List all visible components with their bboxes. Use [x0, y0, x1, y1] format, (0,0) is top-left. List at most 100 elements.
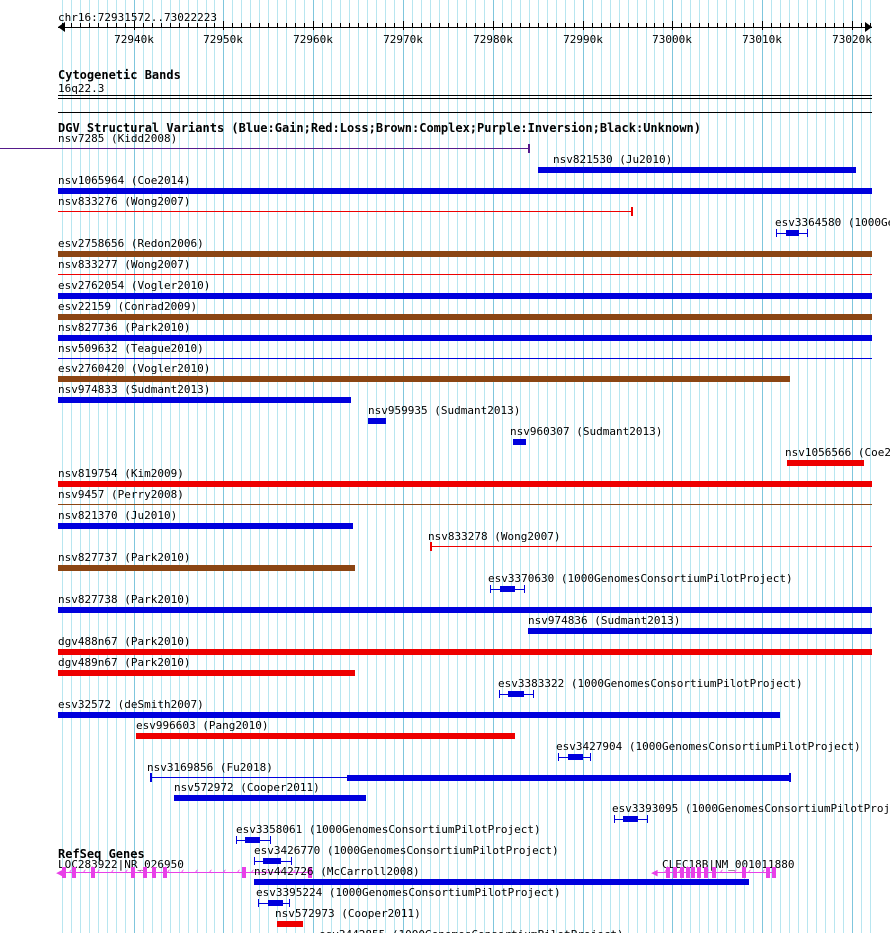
variant-track[interactable]: esv32572 (deSmith2007) [0, 699, 890, 720]
variant-track[interactable]: nsv974833 (Sudmant2013) [0, 384, 890, 405]
gene-exon[interactable] [691, 867, 695, 878]
variant-track[interactable]: nsv833276 (Wong2007) [0, 196, 890, 217]
variant-bar[interactable] [58, 670, 355, 676]
gene-exon[interactable] [704, 867, 708, 878]
variant-bar[interactable] [528, 628, 872, 634]
variant-bar[interactable] [58, 607, 872, 613]
gene-exon[interactable] [697, 867, 701, 878]
variant-track[interactable]: esv3442855 (1000GenomesConsortiumPilotPr… [0, 929, 890, 933]
variant-track[interactable]: nsv1056566 (Coe20 [0, 447, 890, 468]
variant-track[interactable]: dgv489n67 (Park2010) [0, 657, 890, 678]
variant-bar[interactable] [538, 167, 856, 173]
cytogenetic-band-value[interactable]: 16q22.3 [58, 82, 105, 95]
variant-track[interactable]: esv2762054 (Vogler2010) [0, 280, 890, 301]
variant-track[interactable]: esv3364580 (1000Gen [0, 217, 890, 238]
gene-exon[interactable] [152, 867, 156, 878]
gene-exon[interactable] [680, 867, 684, 878]
variant-bar[interactable] [277, 921, 303, 927]
variant-track[interactable]: nsv572972 (Cooper2011) [0, 782, 890, 803]
variant-track[interactable]: esv3426770 (1000GenomesConsortiumPilotPr… [0, 845, 890, 866]
variant-bar[interactable] [58, 481, 872, 487]
variant-bar[interactable] [58, 565, 355, 571]
variant-track[interactable]: esv22159 (Conrad2009) [0, 301, 890, 322]
variant-track[interactable]: nsv572973 (Cooper2011) [0, 908, 890, 929]
gene-model[interactable]: CLEC18B|NM_001011880◀‹‹‹‹‹‹‹‹ [651, 858, 794, 881]
variant-bar-thin[interactable] [150, 777, 347, 778]
gene-exon[interactable] [143, 867, 147, 878]
variant-barbell[interactable] [236, 836, 271, 844]
variant-track[interactable]: nsv960307 (Sudmant2013) [0, 426, 890, 447]
variant-track[interactable]: nsv3169856 (Fu2018) [0, 762, 890, 783]
variant-bar[interactable] [58, 211, 633, 212]
variant-bar[interactable] [58, 274, 872, 275]
variant-bar[interactable] [0, 148, 530, 149]
gene-exon[interactable] [686, 867, 690, 878]
gene-exon[interactable] [712, 867, 716, 878]
variant-bar[interactable] [136, 733, 515, 739]
variant-track[interactable]: esv3370630 (1000GenomesConsortiumPilotPr… [0, 573, 890, 594]
gene-exon[interactable] [62, 867, 66, 878]
variant-track[interactable]: esv3383322 (1000GenomesConsortiumPilotPr… [0, 678, 890, 699]
variant-bar[interactable] [430, 546, 872, 547]
gene-exon[interactable] [242, 867, 246, 878]
variant-bar[interactable] [174, 795, 366, 801]
gene-exon[interactable] [72, 867, 76, 878]
variant-track[interactable]: nsv974836 (Sudmant2013) [0, 615, 890, 636]
gene-exon[interactable] [163, 867, 167, 878]
variant-bar[interactable] [254, 879, 749, 885]
gene-exon[interactable] [131, 867, 135, 878]
gene-exon[interactable] [666, 867, 670, 878]
variant-track[interactable]: esv3427904 (1000GenomesConsortiumPilotPr… [0, 741, 890, 762]
variant-track[interactable]: nsv827737 (Park2010) [0, 552, 890, 573]
variant-bar[interactable] [58, 712, 780, 718]
variant-bar[interactable] [58, 335, 872, 341]
variant-barbell[interactable] [499, 690, 534, 698]
variant-track[interactable]: nsv821370 (Ju2010) [0, 510, 890, 531]
variant-bar[interactable] [58, 188, 872, 194]
variant-barbell[interactable] [558, 753, 591, 761]
variant-track[interactable]: esv996603 (Pang2010) [0, 720, 890, 741]
variant-bar[interactable] [368, 418, 386, 424]
variant-track[interactable]: nsv442726 (McCarroll2008) [0, 866, 890, 887]
gene-exon[interactable] [308, 867, 312, 878]
gene-model[interactable]: LOC283922|NR_026950◀‹‹‹‹‹‹‹‹‹‹‹‹‹‹‹‹‹‹ [56, 858, 312, 881]
variant-track[interactable]: nsv827738 (Park2010) [0, 594, 890, 615]
variant-barbell[interactable] [490, 585, 525, 593]
variant-track[interactable]: nsv1065964 (Coe2014) [0, 175, 890, 196]
variant-barbell[interactable] [258, 899, 290, 907]
variant-track[interactable]: esv2760420 (Vogler2010) [0, 363, 890, 384]
variant-bar[interactable] [58, 504, 872, 505]
variant-track[interactable]: esv2758656 (Redon2006) [0, 238, 890, 259]
variant-bar[interactable] [58, 358, 872, 359]
variant-track[interactable]: esv3395224 (1000GenomesConsortiumPilotPr… [0, 887, 890, 908]
variant-bar[interactable] [58, 293, 872, 299]
variant-bar[interactable] [58, 376, 790, 382]
variant-track[interactable]: nsv959935 (Sudmant2013) [0, 405, 890, 426]
variant-bar[interactable] [58, 251, 872, 257]
gene-exon[interactable] [91, 867, 95, 878]
gene-exon[interactable] [742, 867, 746, 878]
variant-track[interactable]: nsv833278 (Wong2007) [0, 531, 890, 552]
gene-exon[interactable] [766, 867, 770, 878]
gene-exon[interactable] [772, 867, 776, 878]
variant-track[interactable]: esv3358061 (1000GenomesConsortiumPilotPr… [0, 824, 890, 845]
variant-bar[interactable] [58, 649, 872, 655]
variant-bar[interactable] [58, 523, 353, 529]
variant-bar[interactable] [347, 775, 791, 781]
variant-bar[interactable] [58, 397, 351, 403]
variant-barbell[interactable] [776, 229, 808, 237]
variant-bar[interactable] [513, 439, 526, 445]
variant-track[interactable]: nsv819754 (Kim2009) [0, 468, 890, 489]
variant-barbell[interactable] [254, 857, 292, 865]
variant-track[interactable]: nsv7285 (Kidd2008) [0, 133, 890, 154]
variant-track[interactable]: esv3393095 (1000GenomesConsortiumPilotPr… [0, 803, 890, 824]
gene-exon[interactable] [673, 867, 677, 878]
variant-track[interactable]: nsv833277 (Wong2007) [0, 259, 890, 280]
variant-track[interactable]: dgv488n67 (Park2010) [0, 636, 890, 657]
variant-track[interactable]: nsv827736 (Park2010) [0, 322, 890, 343]
variant-bar[interactable] [787, 460, 864, 466]
variant-track[interactable]: nsv509632 (Teague2010) [0, 343, 890, 364]
variant-barbell[interactable] [614, 815, 648, 823]
coordinate-ruler[interactable]: chr16:72931572..73022223 72940k 72950k 729… [0, 0, 890, 50]
variant-track[interactable]: nsv9457 (Perry2008) [0, 489, 890, 510]
